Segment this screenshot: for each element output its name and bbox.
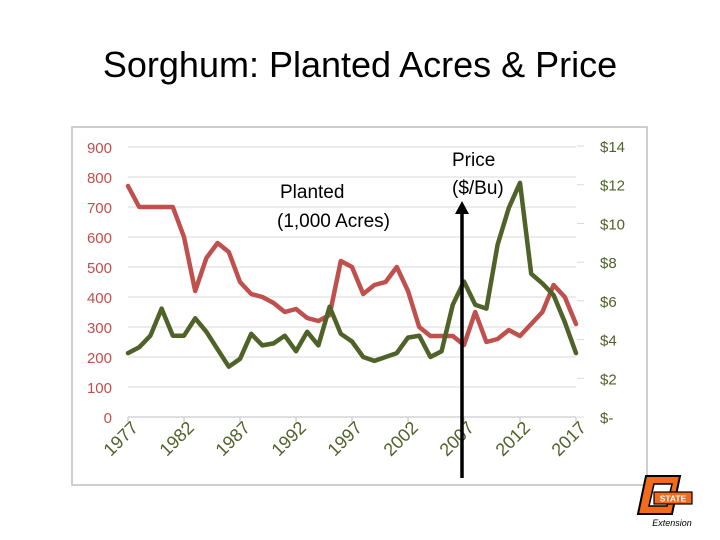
x-axis-tick-label: 1997 bbox=[324, 418, 366, 460]
plot-frame bbox=[71, 126, 648, 486]
x-axis-tick-label: 2002 bbox=[380, 418, 422, 460]
marker-arrow-head bbox=[455, 201, 469, 214]
slide-title: Sorghum: Planted Acres & Price bbox=[102, 44, 618, 85]
right-axis-tick-label: $14 bbox=[600, 139, 625, 156]
series-lines bbox=[125, 180, 579, 369]
left-axis-tick-label: 700 bbox=[87, 200, 112, 217]
x-axis-tick-label: 1982 bbox=[156, 418, 198, 460]
left-axis-tick-label: 600 bbox=[87, 230, 112, 247]
x-axis-tick-label: 1987 bbox=[212, 418, 254, 460]
left-axis-tick-label: 100 bbox=[87, 380, 112, 397]
x-axis: 1977 1982 1987 1992 1997 2002 2007 2012 2017 bbox=[100, 416, 590, 460]
left-axis-tick-label: 800 bbox=[87, 170, 112, 187]
left-axis-tick-label: 200 bbox=[87, 350, 112, 367]
right-axis-tick-label: $- bbox=[600, 410, 613, 427]
left-axis-tick-label: 400 bbox=[87, 290, 112, 307]
right-axis-tick-label: $8 bbox=[600, 255, 617, 272]
left-axis: 900 800 700 600 500 400 300 200 100 0 bbox=[87, 140, 112, 427]
left-axis-tick-label: 0 bbox=[104, 410, 112, 427]
logo-state-text: STATE bbox=[660, 494, 687, 504]
x-axis-tick-label: 2007 bbox=[436, 418, 478, 460]
right-axis-tick-label: $6 bbox=[600, 294, 617, 311]
x-axis-tick-label: 2017 bbox=[548, 418, 590, 460]
logo-extension-text: Extension bbox=[652, 518, 692, 528]
right-axis-tick-label: $12 bbox=[600, 178, 625, 195]
x-axis-tick-label: 1992 bbox=[268, 418, 310, 460]
planted-label-line1: Planted bbox=[280, 182, 344, 203]
price-line bbox=[125, 180, 579, 369]
right-axis-tick-label: $2 bbox=[600, 371, 617, 388]
right-axis-tick-label: $4 bbox=[600, 333, 617, 350]
planted-acres-line bbox=[125, 183, 579, 348]
oklahoma-state-extension-logo: STATE Extension bbox=[636, 475, 693, 528]
x-axis-tick-label: 2012 bbox=[492, 418, 534, 460]
annotations: Planted (1,000 Acres) Price ($/Bu) bbox=[277, 150, 504, 478]
right-axis-tick-label: $10 bbox=[600, 216, 625, 233]
right-axis: $14 $12 $10 $8 $6 $4 $2 $- bbox=[577, 139, 625, 427]
left-axis-tick-label: 300 bbox=[87, 320, 112, 337]
planted-label-line2: (1,000 Acres) bbox=[277, 211, 390, 232]
left-axis-tick-label: 500 bbox=[87, 260, 112, 277]
price-label-line2: ($/Bu) bbox=[452, 178, 504, 199]
price-label-line1: Price bbox=[452, 150, 495, 171]
left-axis-tick-label: 900 bbox=[87, 140, 112, 157]
